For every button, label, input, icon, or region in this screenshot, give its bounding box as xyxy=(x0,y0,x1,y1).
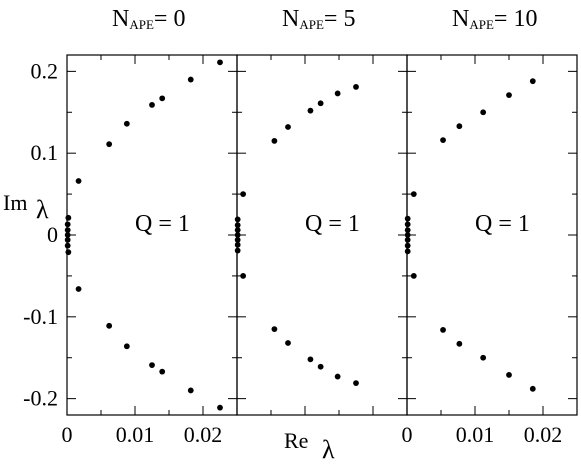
panel-title-1-sub: APE xyxy=(129,17,154,32)
panel-1-data-point xyxy=(149,362,155,368)
panel-3-data-point xyxy=(480,354,487,361)
panel-title-3-main: N xyxy=(452,6,469,32)
panel-2-data-point xyxy=(234,237,241,243)
panel-2-data-point xyxy=(234,241,241,248)
x-tick-label: 0 xyxy=(62,422,73,447)
x-tick-label: 0 xyxy=(402,422,413,447)
x-tick-label: 0.01 xyxy=(456,422,495,447)
panel-2-data-point xyxy=(285,124,291,130)
panel-1-data-point xyxy=(187,76,194,83)
panel-1-data-point xyxy=(106,322,113,329)
panel-3-data-point xyxy=(529,78,536,85)
panel-3-data-point xyxy=(410,273,417,279)
panel-3-data-point xyxy=(404,242,411,249)
x-axis-title: Re λ xyxy=(284,428,335,464)
panel-1-data-point xyxy=(64,237,71,243)
panel-title-2-sub: APE xyxy=(299,17,324,32)
panel-1-data-point xyxy=(64,221,71,228)
x-tick-label: 0.02 xyxy=(524,422,563,447)
panel-title-3: NAPE= 10 xyxy=(452,6,537,32)
panel-3-data-point xyxy=(529,385,536,392)
panel-title-3-sub: APE xyxy=(469,17,494,32)
panel-3-data-point xyxy=(410,191,417,197)
panel-3-data-point xyxy=(506,92,512,98)
panel-3-data-point xyxy=(456,123,463,130)
panel-3-data-point xyxy=(456,340,463,347)
panel-2-data-point xyxy=(317,363,324,370)
y-tick-label: 0.1 xyxy=(31,140,59,165)
panel-1: Q = 1 0 0.01 0.02 xyxy=(62,54,238,447)
y-tick-labels: 0.2 0.1 0 -0.1 -0.2 xyxy=(23,58,58,410)
panel-title-2-main: N xyxy=(282,6,299,32)
x-axis-title-sub: λ xyxy=(322,435,335,464)
panel-1-data-point xyxy=(65,249,72,256)
panel-2: Q = 1 xyxy=(234,54,408,416)
panel-2-data-point xyxy=(234,247,241,254)
panel-3-annotation: Q = 1 xyxy=(475,211,530,237)
panel-1-data-point xyxy=(149,102,155,108)
x-tick-label: 0.01 xyxy=(116,422,155,447)
panel-title-1-value: = 0 xyxy=(154,6,186,32)
y-tick-label: -0.2 xyxy=(23,386,58,411)
panel-1-data-point xyxy=(65,214,72,221)
panel-3-data-point xyxy=(404,248,411,255)
panel-2-data-point xyxy=(240,273,247,279)
y-axis-title-sub: λ xyxy=(36,195,49,224)
panel-1-data-point xyxy=(187,387,194,394)
panel-3-data-point xyxy=(440,327,446,333)
panel-3-data-point xyxy=(440,137,446,143)
panel-2-data-point xyxy=(271,326,278,332)
y-tick-label: 0.2 xyxy=(31,58,59,83)
x-axis-title-main: Re xyxy=(284,428,308,453)
panel-3-data-point xyxy=(404,227,411,233)
panel-3-data-point xyxy=(480,109,487,116)
y-axis-title-main: Im xyxy=(3,190,27,215)
panel-1-data-point xyxy=(64,242,71,249)
panel-2-data-point xyxy=(234,227,241,233)
panel-title-1: NAPE= 0 xyxy=(112,6,185,32)
panel-1-data-point xyxy=(123,120,130,127)
panel-1-data-point xyxy=(75,286,82,292)
panel-1-data-point xyxy=(64,227,71,233)
panel-3-data-point xyxy=(404,221,411,228)
panel-2-data-point xyxy=(285,340,291,346)
panel-1-annotation: Q = 1 xyxy=(135,211,190,237)
x-tick-label: 0.02 xyxy=(184,422,223,447)
y-axis-title: Im λ xyxy=(3,190,49,224)
panel-2-data-point xyxy=(307,107,314,114)
panel-title-2: NAPE= 5 xyxy=(282,6,355,32)
panel-1-data-point xyxy=(217,404,223,411)
panel-2-data-point xyxy=(234,216,241,223)
panel-titles: NAPE= 0 NAPE= 5 NAPE= 10 xyxy=(112,6,537,32)
y-tick-label: 0 xyxy=(47,222,58,247)
panel-3: Q = 1 0 0.01 0.02 xyxy=(402,54,578,447)
panel-2-data-point xyxy=(353,380,359,386)
panel-2-annotation: Q = 1 xyxy=(305,211,360,237)
panel-3-data-point xyxy=(506,372,512,378)
y-tick-label: -0.1 xyxy=(23,304,58,329)
panel-1-data-point xyxy=(159,368,166,375)
panel-3-data-point xyxy=(404,237,411,243)
panel-2-data-point xyxy=(240,191,247,197)
panel-1-data-point xyxy=(123,343,130,350)
panel-2-data-point xyxy=(307,356,314,363)
panel-title-3-value: = 10 xyxy=(494,6,538,32)
panel-1-data-point xyxy=(159,95,166,102)
panel-2-data-point xyxy=(334,90,341,97)
panel-title-1-main: N xyxy=(112,6,129,32)
panel-1-data-point xyxy=(75,178,82,184)
panel-1-data-point xyxy=(217,59,223,66)
panel-1-data-point xyxy=(106,141,113,148)
panel-3-data-point xyxy=(404,215,411,222)
panel-title-2-value: = 5 xyxy=(324,6,356,32)
panel-2-data-point xyxy=(317,100,324,107)
panel-2-data-point xyxy=(334,373,341,380)
panel-2-data-point xyxy=(234,222,241,229)
panel-2-data-point xyxy=(271,138,278,144)
panel-2-data-point xyxy=(353,84,359,90)
